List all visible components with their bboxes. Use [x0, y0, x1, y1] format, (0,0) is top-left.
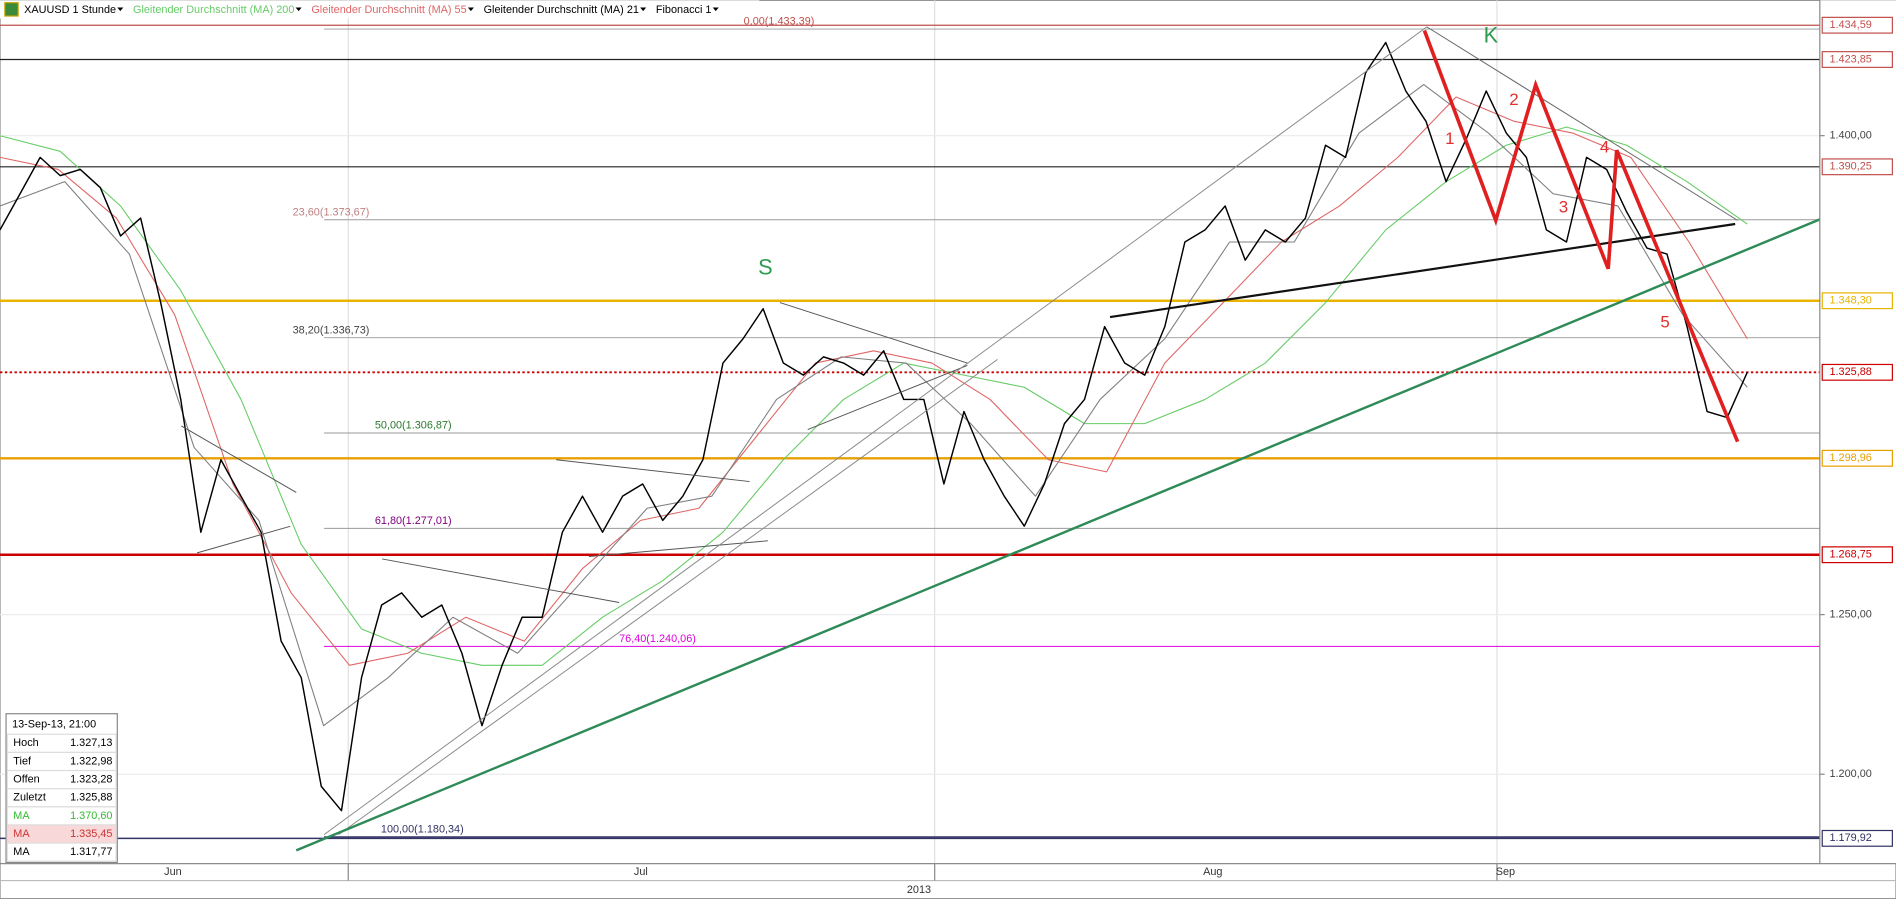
annotation: S	[758, 254, 773, 279]
info-row-value: 1.323,28	[70, 773, 112, 785]
moving-average	[0, 84, 1748, 727]
x-year-label: 2013	[907, 884, 931, 896]
dropdown-arrow[interactable]	[295, 7, 302, 12]
level-label: 1.348,30	[1829, 295, 1871, 307]
info-row-label: MA	[13, 828, 30, 840]
info-row-value: 1.317,77	[70, 846, 112, 858]
level-label-box	[1821, 51, 1893, 68]
toolbar-item[interactable]: Gleitender Durchschnitt (MA) 21	[484, 4, 639, 16]
info-row-label: MA	[13, 810, 30, 822]
level-label-box	[1821, 292, 1893, 310]
trend-line	[556, 459, 750, 483]
level-label-box	[1821, 546, 1893, 564]
level-label: 1.434,59	[1829, 19, 1871, 31]
toolbar-item[interactable]: Gleitender Durchschnitt (MA) 200	[133, 4, 294, 16]
level-label-box	[1821, 829, 1893, 847]
info-date: 13-Sep-13, 21:00	[12, 718, 96, 730]
info-row-value: 1.322,98	[70, 755, 112, 767]
level-label-box	[1821, 158, 1893, 176]
annotation: 2	[1509, 90, 1518, 109]
wave-zigzag	[1422, 29, 1740, 443]
trend-line	[1426, 26, 1738, 221]
series-layer	[0, 41, 1748, 812]
trend-line	[181, 425, 297, 493]
level-label: 1.298,96	[1829, 452, 1871, 464]
dropdown-arrow[interactable]	[712, 7, 719, 12]
info-row-label: Tief	[13, 755, 32, 767]
fib-label: 0,00(1.433,39)	[744, 16, 815, 28]
symbol-icon	[4, 2, 19, 17]
info-row-label: MA	[13, 846, 30, 858]
grid-layer	[0, 0, 1820, 864]
price-line	[0, 41, 1748, 812]
moving-average	[0, 126, 1748, 666]
neckline	[1109, 222, 1736, 319]
info-row-label: Hoch	[13, 737, 38, 749]
dropdown-arrow[interactable]	[640, 7, 647, 12]
fib-label: 23,60(1.373,67)	[293, 206, 370, 218]
toolbar-item[interactable]: Gleitender Durchschnitt (MA) 55	[311, 4, 466, 16]
fib-label: 100,00(1.180,34)	[381, 824, 464, 836]
level-label-box	[1821, 363, 1893, 381]
info-row-value: 1.370,60	[70, 810, 112, 822]
trend-line	[779, 302, 968, 364]
levels-layer	[0, 24, 1820, 840]
annotation: 1	[1445, 129, 1454, 148]
trend-line	[196, 525, 291, 554]
trend-line	[382, 558, 620, 603]
info-row-value: 1.327,13	[70, 737, 112, 749]
info-row-value: 1.325,88	[70, 792, 112, 804]
y-tick-label: 1.400,00	[1829, 130, 1871, 142]
level-label: 1.325,88	[1829, 366, 1871, 378]
y-tick-label: 1.250,00	[1829, 608, 1871, 620]
info-row	[6, 842, 117, 862]
level-label: 1.179,92	[1829, 832, 1871, 844]
level-label: 1.423,85	[1829, 53, 1871, 65]
trend-line	[807, 365, 968, 430]
fib-diagonal	[323, 26, 1428, 836]
info-row-label: Offen	[13, 773, 39, 785]
annotation: 4	[1600, 137, 1609, 156]
moving-average	[0, 96, 1748, 666]
support-line	[295, 210, 1839, 852]
fib-label: 61,80(1.277,01)	[375, 515, 452, 527]
toolbar-bg	[0, 0, 760, 19]
x-month-label: Aug	[1203, 866, 1222, 878]
text-layer: 0,00(1.433,39) 23,60(1.373,67) 38,20(1.336…	[0, 0, 1670, 864]
x-month-label: Jun	[164, 866, 182, 878]
toolbar-item[interactable]: Fibonacci 1	[656, 4, 712, 16]
annotation: 5	[1660, 313, 1669, 332]
level-label: 1.390,25	[1829, 161, 1871, 173]
info-row-value: 1.335,45	[70, 828, 112, 840]
x-month-label: Jul	[634, 866, 648, 878]
info-row-label: Zuletzt	[13, 792, 46, 804]
annotation: K	[1484, 22, 1499, 47]
x-month-label: Sep	[1496, 866, 1515, 878]
fib-label: 38,20(1.336,73)	[293, 324, 370, 336]
trend-line	[338, 359, 998, 836]
fib-label: 76,40(1.240,06)	[619, 633, 696, 645]
drawings-layer	[181, 26, 1839, 852]
dropdown-arrow[interactable]	[467, 7, 474, 12]
toolbar-item[interactable]: XAUUSD 1 Stunde	[24, 4, 116, 16]
price-axis-bg	[1819, 0, 1896, 864]
level-label-box	[1821, 16, 1893, 34]
level-label: 1.268,75	[1829, 549, 1871, 561]
annotation: 3	[1559, 198, 1568, 217]
dropdown-arrow[interactable]	[117, 7, 124, 12]
level-label-box	[1821, 449, 1893, 467]
y-tick-label: 1.200,00	[1829, 768, 1871, 780]
fib-label: 50,00(1.306,87)	[375, 420, 452, 432]
trend-line	[588, 540, 768, 557]
